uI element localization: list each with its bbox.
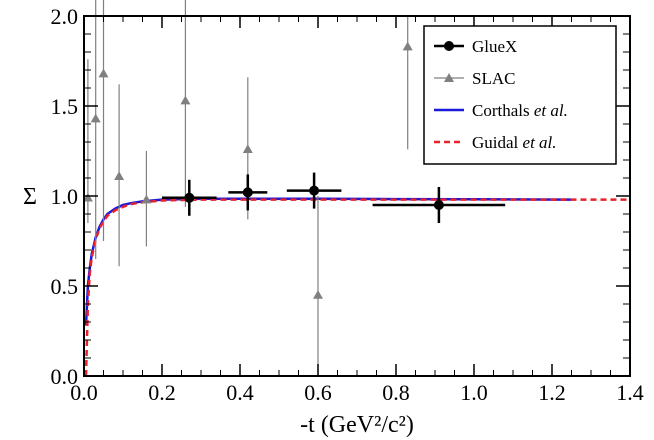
- legend-label: GlueX: [472, 37, 517, 56]
- gluex-point: [162, 179, 217, 216]
- slac-point: [402, 16, 413, 150]
- slac-marker: [313, 290, 323, 299]
- slac-marker: [98, 68, 109, 78]
- y-axis-title: Σ: [23, 184, 37, 210]
- axis-ticks: [83, 15, 631, 377]
- y-tick-label: 2.0: [51, 4, 79, 29]
- y-tick-label: 0.0: [51, 364, 79, 389]
- curve-corthals: [84, 197, 572, 326]
- gluex-marker: [242, 187, 253, 198]
- x-tick-label: 0.8: [382, 380, 410, 405]
- legend-swatch-marker: [444, 41, 454, 51]
- legend: GlueX SLAC Corthals et al. Guidal et al.: [423, 25, 617, 165]
- x-tick-label: 1.2: [538, 380, 566, 405]
- x-tick-label: 1.0: [460, 380, 488, 405]
- legend-label: Corthals et al.: [472, 101, 568, 120]
- slac-marker: [114, 171, 125, 180]
- x-axis-title: -t (GeV²/c²): [300, 412, 414, 438]
- slac-point: [313, 196, 323, 376]
- x-tick-label: 0.2: [148, 380, 176, 405]
- gluex-point: [372, 187, 506, 223]
- curve-guidal: [84, 198, 630, 377]
- gluex-marker: [433, 200, 444, 210]
- gluex-point: [286, 172, 342, 209]
- y-tick-label: 1.5: [51, 94, 79, 119]
- data-points: [82, 0, 506, 376]
- gluex-marker: [184, 192, 195, 203]
- x-tick-label: 0.6: [304, 380, 332, 405]
- slac-marker: [90, 113, 101, 123]
- slac-point: [98, 0, 109, 241]
- slac-point: [114, 84, 125, 267]
- x-tick-label: 0.4: [226, 380, 254, 405]
- legend-label: SLAC: [472, 69, 515, 88]
- slac-point: [90, 0, 101, 259]
- legend-entry-corthals: Corthals et al.: [434, 101, 568, 120]
- legend-swatch-marker: [444, 73, 454, 82]
- x-tick-label: 1.4: [616, 380, 644, 405]
- slac-marker: [402, 41, 413, 51]
- x-tick-label: 0.0: [70, 380, 98, 405]
- model-curves: [84, 197, 630, 377]
- slac-marker: [242, 144, 253, 153]
- gluex-marker: [309, 185, 320, 196]
- legend-entry-guidal: Guidal et al.: [434, 133, 557, 152]
- tick-labels: 0.0 0.2 0.4 0.6 0.8 1.0 1.2 1.4 0.0 0.5 1.0 1.5 2.0: [51, 4, 644, 405]
- slac-marker: [180, 95, 191, 105]
- y-tick-label: 0.5: [51, 274, 79, 299]
- slac-marker: [141, 194, 152, 204]
- y-tick-label: 1.0: [51, 184, 79, 209]
- gluex-point: [228, 174, 268, 211]
- slac-point: [180, 0, 191, 207]
- legend-entry-slac: SLAC: [434, 69, 515, 88]
- legend-entry-gluex: GlueX: [434, 37, 517, 56]
- slac-point: [141, 151, 152, 247]
- slac-marker: [82, 192, 93, 202]
- legend-label: Guidal et al.: [472, 133, 557, 152]
